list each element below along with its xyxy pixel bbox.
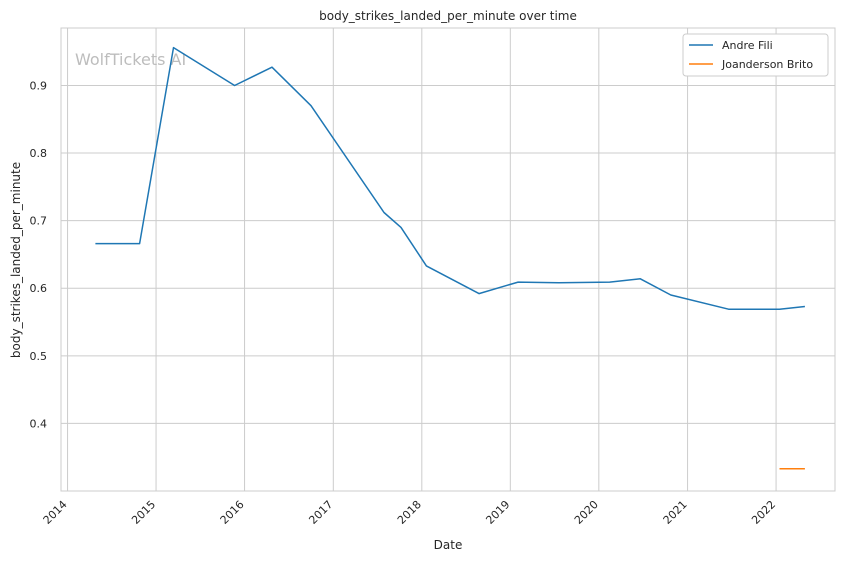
x-tick-label: 2018 (395, 498, 424, 527)
data-point-andre-fili (309, 104, 312, 107)
data-point-andre-fili (803, 305, 806, 308)
legend-box (682, 33, 829, 77)
legend-label-joanderson-brito: Joanderson Brito (721, 58, 813, 71)
data-point-andre-fili (425, 264, 428, 267)
data-point-andre-fili (608, 281, 611, 284)
plot-area (60, 27, 836, 492)
y-tick-label: 0.7 (30, 215, 48, 228)
x-tick-label: 2020 (572, 498, 601, 527)
legend: Andre Fili Joanderson Brito (682, 33, 829, 77)
data-point-andre-fili (94, 242, 97, 245)
data-point-andre-fili (669, 293, 672, 296)
data-point-andre-fili (399, 226, 402, 229)
y-tick-label: 0.8 (30, 147, 48, 160)
y-tick-label: 0.9 (30, 79, 48, 92)
watermark-text: WolfTickets AI (75, 50, 186, 69)
grid-lines (61, 28, 835, 491)
series-lines (94, 46, 806, 470)
data-point-andre-fili (557, 281, 560, 284)
x-tick-label: 2017 (306, 498, 335, 527)
y-tick-label: 0.6 (30, 282, 48, 295)
data-point-andre-fili (382, 211, 385, 214)
data-point-joanderson-brito (778, 467, 781, 470)
data-point-andre-fili (138, 242, 141, 245)
data-point-andre-fili (270, 66, 273, 69)
x-tick-label: 2022 (749, 498, 778, 527)
y-axis-label: body_strikes_landed_per_minute (9, 162, 23, 358)
x-tick-label: 2014 (41, 498, 70, 527)
x-tick-label: 2015 (129, 498, 158, 527)
data-point-andre-fili (778, 308, 781, 311)
data-point-andre-fili (478, 292, 481, 295)
x-tick-label: 2016 (218, 498, 247, 527)
data-point-joanderson-brito (803, 467, 806, 470)
x-tick-label: 2021 (661, 498, 690, 527)
chart-title: body_strikes_landed_per_minute over time (319, 9, 577, 23)
series-line-andre-fili (95, 46, 805, 310)
data-point-andre-fili (727, 308, 730, 311)
y-tick-label: 0.4 (30, 417, 48, 430)
data-point-andre-fili (639, 277, 642, 280)
data-point-andre-fili (233, 84, 236, 87)
x-tick-label: 2019 (483, 498, 512, 527)
data-point-andre-fili (172, 46, 175, 49)
legend-label-andre-fili: Andre Fili (722, 39, 773, 52)
data-point-andre-fili (517, 281, 520, 284)
x-axis-label: Date (434, 538, 463, 552)
y-tick-label: 0.5 (30, 350, 48, 363)
